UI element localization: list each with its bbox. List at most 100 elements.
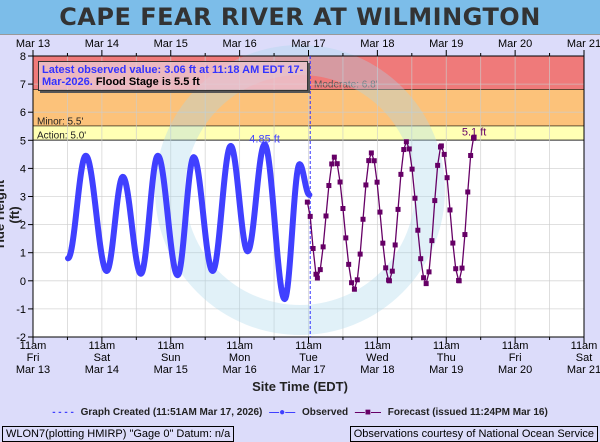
y-axis-label: Tide Height (ft) <box>0 179 22 251</box>
forecast-point <box>371 158 377 164</box>
y-tick-label: -1 <box>16 304 26 316</box>
forecast-point <box>447 207 453 213</box>
x-bottom-tick-label: Mon <box>229 352 250 364</box>
forecast-point <box>409 166 415 172</box>
forecast-point <box>418 256 424 262</box>
flood-stage-text: Flood Stage is 5.5 ft <box>95 76 200 88</box>
forecast-point <box>459 265 465 271</box>
y-tick-label: 4 <box>20 163 26 175</box>
forecast-point <box>343 235 349 241</box>
x-bottom-tick-label: Thu <box>437 352 456 364</box>
forecast-point <box>366 158 372 164</box>
x-bottom-tick-label: Mar 15 <box>154 364 188 376</box>
x-bottom-tick-label: Mar 16 <box>223 364 257 376</box>
forecast-point <box>444 175 450 181</box>
x-bottom-tick-label: Mar 21 <box>567 364 600 376</box>
forecast-point <box>334 161 340 167</box>
x-bottom-tick-label: Sun <box>161 352 181 364</box>
chart-title: CAPE FEAR RIVER AT WILMINGTON <box>59 3 541 31</box>
forecast-point <box>426 269 432 275</box>
forecast-point <box>429 238 435 244</box>
x-top-tick-label: Mar 14 <box>85 38 119 50</box>
forecast-point <box>363 182 369 188</box>
y-tick-label: 8 <box>20 51 26 63</box>
forecast-point <box>395 206 401 212</box>
forecast-point <box>412 195 418 201</box>
x-top-tick-label: Mar 17 <box>291 38 325 50</box>
forecast-point <box>329 161 335 167</box>
legend: - - - - Graph Created (11:51AM Mar 17, 2… <box>0 407 600 418</box>
x-bottom-tick-label: 11am <box>502 340 529 352</box>
dashed-line-icon: - - - - <box>52 407 74 418</box>
y-tick-label: -2 <box>16 332 26 344</box>
x-axis-label: Site Time (EDT) <box>252 379 348 394</box>
x-bottom-tick-label: Mar 14 <box>85 364 119 376</box>
x-bottom-tick-label: 11am <box>226 340 253 352</box>
x-bottom-tick-label: 11am <box>89 340 116 352</box>
forecast-point <box>415 227 421 233</box>
x-bottom-tick-label: 11am <box>157 340 184 352</box>
forecast-point <box>346 261 352 267</box>
forecast-point <box>374 179 380 185</box>
x-bottom-tick-label: Tue <box>299 352 318 364</box>
title-bar: CAPE FEAR RIVER AT WILMINGTON <box>0 0 600 35</box>
forecast-point <box>357 251 363 257</box>
x-bottom-tick-label: Mar 18 <box>360 364 394 376</box>
forecast-point <box>471 134 477 140</box>
x-bottom-tick-label: 11am <box>571 340 598 352</box>
x-bottom-tick-label: Mar 17 <box>291 364 325 376</box>
forecast-point <box>462 232 468 238</box>
x-bottom-tick-label: 11am <box>20 340 47 352</box>
latest-observed-text: Latest observed value: 3.06 ft at 11:18 … <box>42 64 304 88</box>
forecast-point <box>349 280 355 286</box>
threshold-label: Minor: 5.5' <box>37 116 83 127</box>
forecast-point <box>453 266 459 272</box>
x-bottom-tick-label: 11am <box>364 340 391 352</box>
forecast-point <box>401 147 407 153</box>
legend-graph-created: Graph Created (11:51AM Mar 17, 2026) <box>80 407 263 418</box>
x-bottom-tick-label: Sat <box>94 352 111 364</box>
forecast-point <box>304 199 310 205</box>
credit-footer: Observations courtesy of National Ocean … <box>349 426 598 442</box>
forecast-point <box>320 244 326 250</box>
forecast-point <box>421 275 427 281</box>
x-bottom-tick-label: Mar 20 <box>498 364 532 376</box>
x-top-tick-label: Mar 15 <box>154 38 188 50</box>
forecast-point <box>360 216 366 222</box>
forecast-point <box>398 171 404 177</box>
x-top-tick-label: Mar 13 <box>16 38 50 50</box>
x-top-tick-label: Mar 21 <box>567 38 600 50</box>
x-bottom-tick-label: Fri <box>27 352 40 364</box>
x-bottom-tick-label: 11am <box>433 340 460 352</box>
forecast-point <box>432 198 438 204</box>
noaa-watermark <box>155 45 445 335</box>
forecast-point <box>438 143 444 149</box>
forecast-point <box>441 151 447 157</box>
forecast-point <box>307 213 313 219</box>
forecast-point <box>403 139 409 145</box>
y-tick-label: 1 <box>20 248 26 260</box>
forecast-point <box>317 267 323 273</box>
forecast-marker-icon: —■— <box>354 407 381 418</box>
x-top-tick-label: Mar 20 <box>498 38 532 50</box>
x-bottom-tick-label: Wed <box>366 352 388 364</box>
y-tick-label: 3 <box>20 192 26 204</box>
threshold-label: Moderate: 6.8' <box>314 80 378 91</box>
x-bottom-tick-label: Sat <box>576 352 593 364</box>
forecast-point <box>456 278 462 284</box>
forecast-point <box>450 240 456 246</box>
legend-forecast: Forecast (issued 11:24PM Mar 16) <box>387 407 548 418</box>
forecast-point <box>386 278 392 284</box>
station-footer: WLON7(plotting HMIRP) "Gage 0" Datum: n/… <box>2 426 235 442</box>
forecast-point <box>337 179 343 185</box>
legend-observed: Observed <box>301 407 349 418</box>
forecast-point <box>354 277 360 283</box>
forecast-point <box>380 240 386 246</box>
forecast-point <box>323 213 329 219</box>
forecast-point <box>377 209 383 215</box>
peak-annotation: 5.1 ft <box>462 126 486 138</box>
forecast-point <box>331 154 337 160</box>
forecast-point <box>465 189 471 195</box>
forecast-point <box>423 281 429 287</box>
forecast-point <box>313 271 319 277</box>
